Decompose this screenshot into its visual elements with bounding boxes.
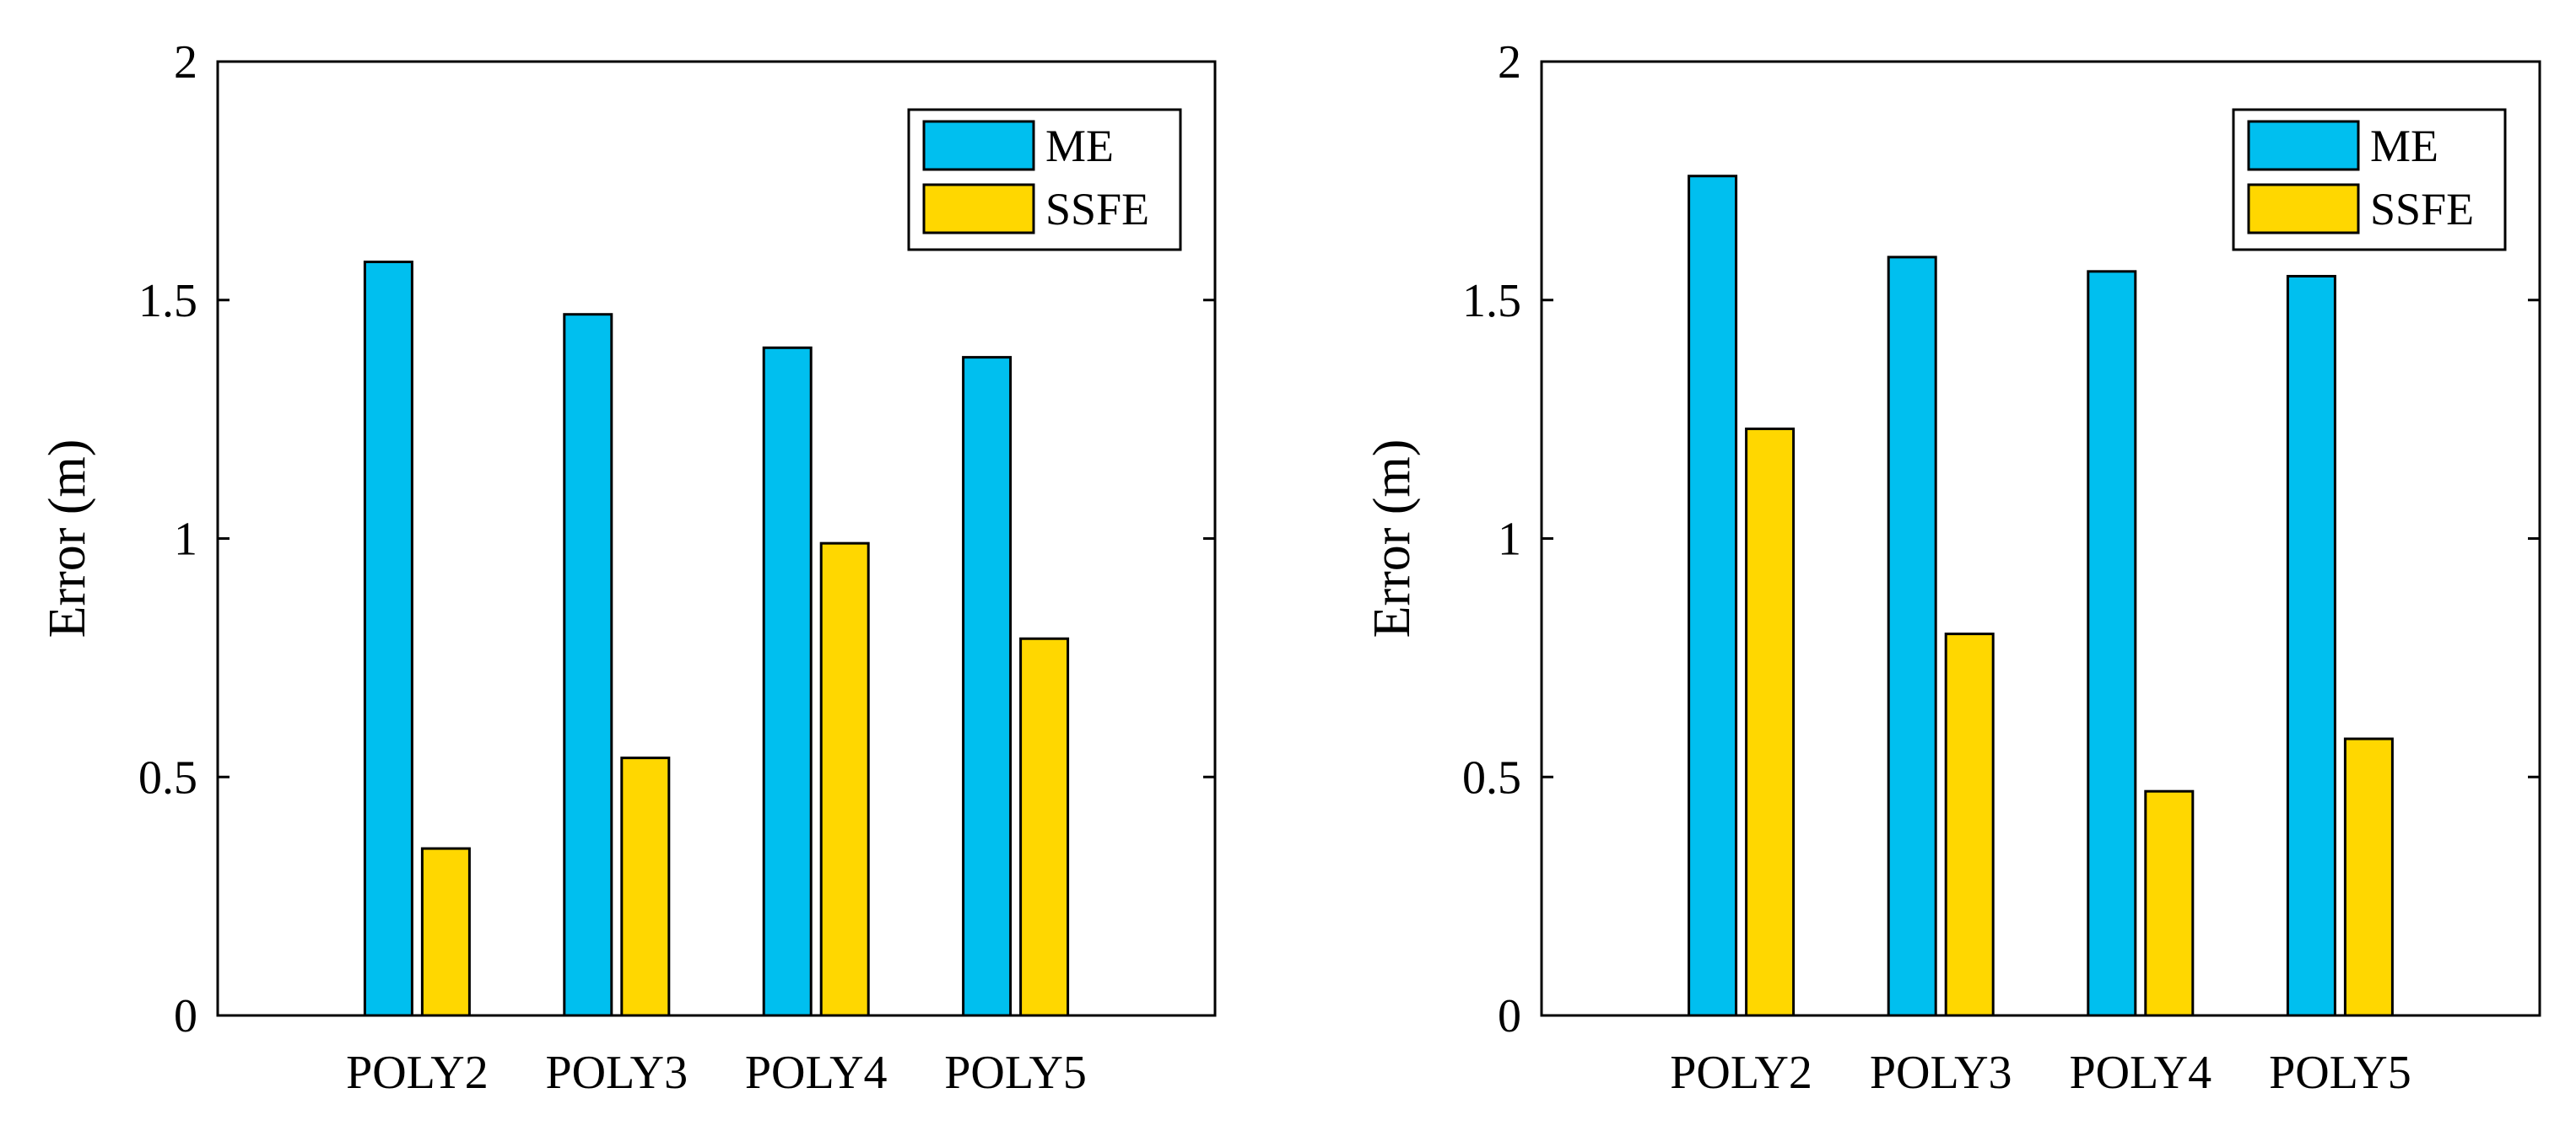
y-axis-label: Error (m)	[39, 439, 96, 638]
bar-me-poly2	[363, 261, 413, 1017]
bar-me-poly4	[2087, 270, 2137, 1017]
bar-ssfe-poly4	[2144, 789, 2195, 1017]
legend: ME SSFE	[907, 108, 1182, 251]
x-tick-label: POLY2	[346, 1047, 489, 1099]
bar-ssfe-poly4	[819, 541, 870, 1017]
y-tick-label: 1	[174, 514, 197, 566]
legend-swatch-me	[922, 120, 1035, 171]
chart-panel-left: 0 0.5 1 1.5 2 POLY2 POLY3 POLY4 POLY5 Error (m) ME…	[39, 36, 1217, 1099]
legend-swatch-me	[2247, 120, 2360, 171]
bar-me-poly5	[2286, 274, 2336, 1017]
bar-ssfe-poly5	[1019, 637, 1070, 1017]
legend-label-me: ME	[1045, 121, 1114, 171]
y-tick-label: 0	[174, 990, 197, 1042]
legend: ME SSFE	[2232, 108, 2507, 251]
y-tick-label: 2	[1498, 36, 1521, 89]
bar-ssfe-poly5	[2343, 737, 2394, 1017]
chart-panel-right: 0 0.5 1 1.5 2 POLY2 POLY3 POLY4 POLY5 Error (m) ME…	[1364, 36, 2541, 1099]
legend-swatch-ssfe	[2247, 183, 2360, 234]
bar-me-poly3	[563, 313, 613, 1017]
y-tick-label: 1	[1498, 514, 1521, 566]
bar-me-poly5	[962, 356, 1013, 1017]
legend-label-ssfe: SSFE	[2370, 184, 2474, 234]
y-tick-label: 1.5	[1462, 275, 1521, 327]
legend-label-me: ME	[2370, 121, 2438, 171]
x-tick-label: POLY2	[1670, 1047, 1812, 1099]
bar-ssfe-poly3	[620, 757, 671, 1017]
y-tick-label: 0.5	[138, 751, 197, 804]
y-tick-label: 2	[174, 36, 197, 89]
x-tick-label: POLY3	[1870, 1047, 2012, 1099]
y-axis-label: Error (m)	[1364, 439, 1421, 638]
bar-me-poly2	[1688, 175, 1738, 1017]
y-tick-label: 1.5	[138, 275, 197, 327]
bar-me-poly3	[1887, 256, 1937, 1017]
x-tick-label: POLY5	[944, 1047, 1087, 1099]
x-tick-label: POLY3	[545, 1047, 688, 1099]
bar-ssfe-poly2	[1745, 427, 1796, 1017]
bar-ssfe-poly2	[420, 847, 471, 1017]
y-tick-label: 0.5	[1462, 751, 1521, 804]
y-tick-label: 0	[1498, 990, 1521, 1042]
x-tick-label: POLY4	[2069, 1047, 2211, 1099]
x-tick-label: POLY5	[2269, 1047, 2411, 1099]
legend-label-ssfe: SSFE	[1045, 184, 1149, 234]
x-tick-label: POLY4	[745, 1047, 888, 1099]
legend-swatch-ssfe	[922, 183, 1035, 234]
bar-me-poly4	[762, 346, 813, 1017]
bar-ssfe-poly3	[1944, 633, 1995, 1017]
